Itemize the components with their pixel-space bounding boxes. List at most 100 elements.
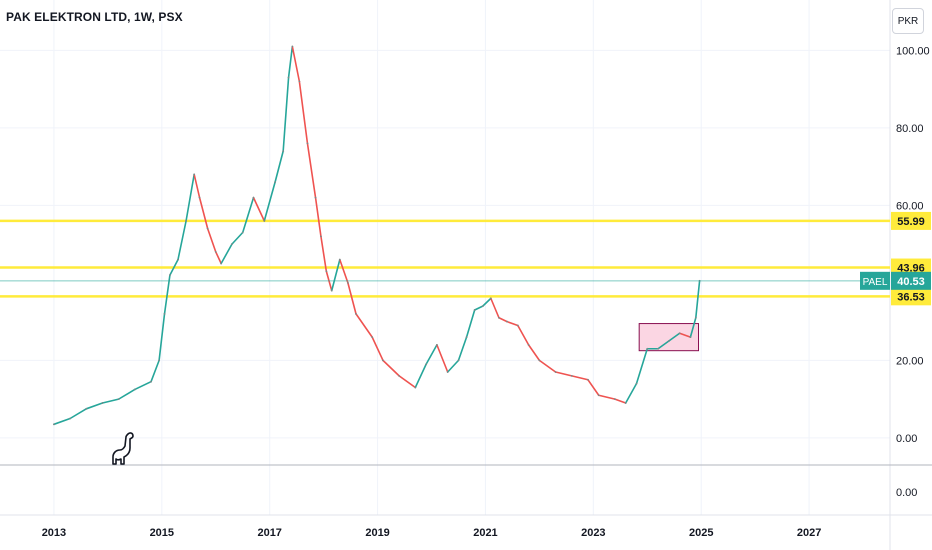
price-point	[678, 332, 681, 335]
level-price-badge	[891, 211, 931, 230]
price-segment	[587, 378, 600, 397]
price-point	[587, 378, 589, 381]
price-segment	[425, 344, 438, 366]
price-point	[614, 398, 616, 401]
price-point	[163, 312, 166, 315]
price-segment	[101, 398, 120, 404]
price-point	[457, 359, 460, 362]
price-segment	[85, 402, 104, 410]
price-point	[465, 336, 468, 339]
price-point	[667, 340, 670, 342]
price-labels: 55.99 43.96 36.53 PAEL 40.53	[0, 211, 931, 306]
price-point	[657, 347, 659, 350]
y-axis: 100.00 80.00 60.00 20.00 0.00 0.00	[896, 45, 930, 499]
price-point	[220, 262, 223, 265]
price-point	[635, 382, 638, 385]
last-price-badge	[891, 271, 931, 290]
price-segment	[490, 297, 500, 319]
y-tick-label: 100.00	[896, 45, 930, 57]
ticker-symbol-badge	[860, 271, 890, 290]
price-segment	[134, 380, 152, 391]
price-segment	[371, 336, 384, 362]
y-tick-label: 20.00	[896, 355, 924, 367]
price-point	[398, 374, 401, 377]
x-tick-label: 2017	[257, 527, 281, 539]
price-point	[489, 297, 492, 300]
y-tick-label: 0.00	[896, 433, 917, 445]
price-point	[252, 196, 255, 199]
price-point	[554, 371, 557, 373]
price-segment	[206, 227, 217, 253]
price-point	[446, 371, 449, 373]
price-segment	[347, 282, 357, 315]
price-point	[53, 423, 55, 426]
price-segment	[339, 258, 349, 284]
price-segment	[398, 375, 417, 389]
level-price-label: 43.96	[897, 263, 925, 275]
price-point	[516, 324, 519, 327]
price-point	[198, 196, 201, 199]
price-segment	[695, 280, 701, 319]
dinosaur-icon[interactable]	[112, 430, 138, 468]
price-point	[330, 289, 333, 292]
price-segment	[657, 340, 670, 350]
price-point	[150, 380, 152, 383]
price-point	[694, 316, 697, 319]
price-point	[506, 320, 508, 323]
price-segment	[214, 251, 222, 265]
price-segment	[527, 344, 541, 362]
price-segment	[538, 359, 557, 373]
price-segment	[330, 258, 341, 292]
last-price-label: 40.53	[897, 276, 925, 288]
price-segment	[241, 196, 255, 234]
price-segment	[287, 45, 294, 79]
currency-button[interactable]: PKR	[892, 8, 924, 34]
price-segment	[506, 320, 519, 327]
price-point	[85, 407, 88, 410]
x-tick-label: 2019	[365, 527, 389, 539]
price-segment	[169, 258, 179, 276]
price-point	[382, 359, 384, 362]
price-segment	[635, 347, 649, 385]
price-segment	[274, 150, 284, 183]
price-segment	[291, 45, 301, 83]
price-segment	[158, 313, 166, 362]
price-point	[355, 312, 357, 315]
price-segment	[414, 363, 427, 389]
price-segment	[263, 181, 276, 222]
price-series	[53, 45, 701, 426]
price-segment	[252, 196, 266, 222]
price-segment	[314, 196, 322, 238]
price-segment	[481, 297, 492, 307]
price-point	[320, 235, 322, 238]
horizontal-levels[interactable]	[0, 219, 890, 298]
grid-lines	[0, 0, 890, 515]
y-tick-label: 60.00	[896, 200, 924, 212]
price-segment	[69, 408, 88, 420]
price-point	[287, 76, 290, 79]
level-price-label: 36.53	[897, 291, 925, 303]
price-point	[193, 173, 196, 176]
price-point	[414, 386, 417, 389]
price-point	[101, 402, 104, 404]
price-point	[185, 219, 187, 222]
price-point	[371, 336, 374, 339]
price-point	[133, 388, 136, 391]
x-tick-label: 2023	[581, 527, 605, 539]
price-segment	[473, 305, 484, 311]
price-segment	[150, 359, 160, 383]
chart-title: PAK ELEKTRON LTD, 1W, PSX	[6, 10, 183, 24]
ticker-symbol-label: PAEL	[863, 277, 888, 288]
price-point	[214, 250, 217, 253]
x-tick-label: 2027	[797, 527, 821, 539]
price-segment	[117, 388, 136, 400]
price-point	[231, 243, 233, 246]
price-point	[347, 281, 349, 284]
price-point	[314, 196, 317, 199]
lower-pane-tick-label: 0.00	[896, 487, 917, 499]
price-point	[646, 347, 649, 350]
price-segment	[614, 398, 627, 404]
price-segment	[306, 142, 317, 199]
price-point	[306, 142, 309, 145]
